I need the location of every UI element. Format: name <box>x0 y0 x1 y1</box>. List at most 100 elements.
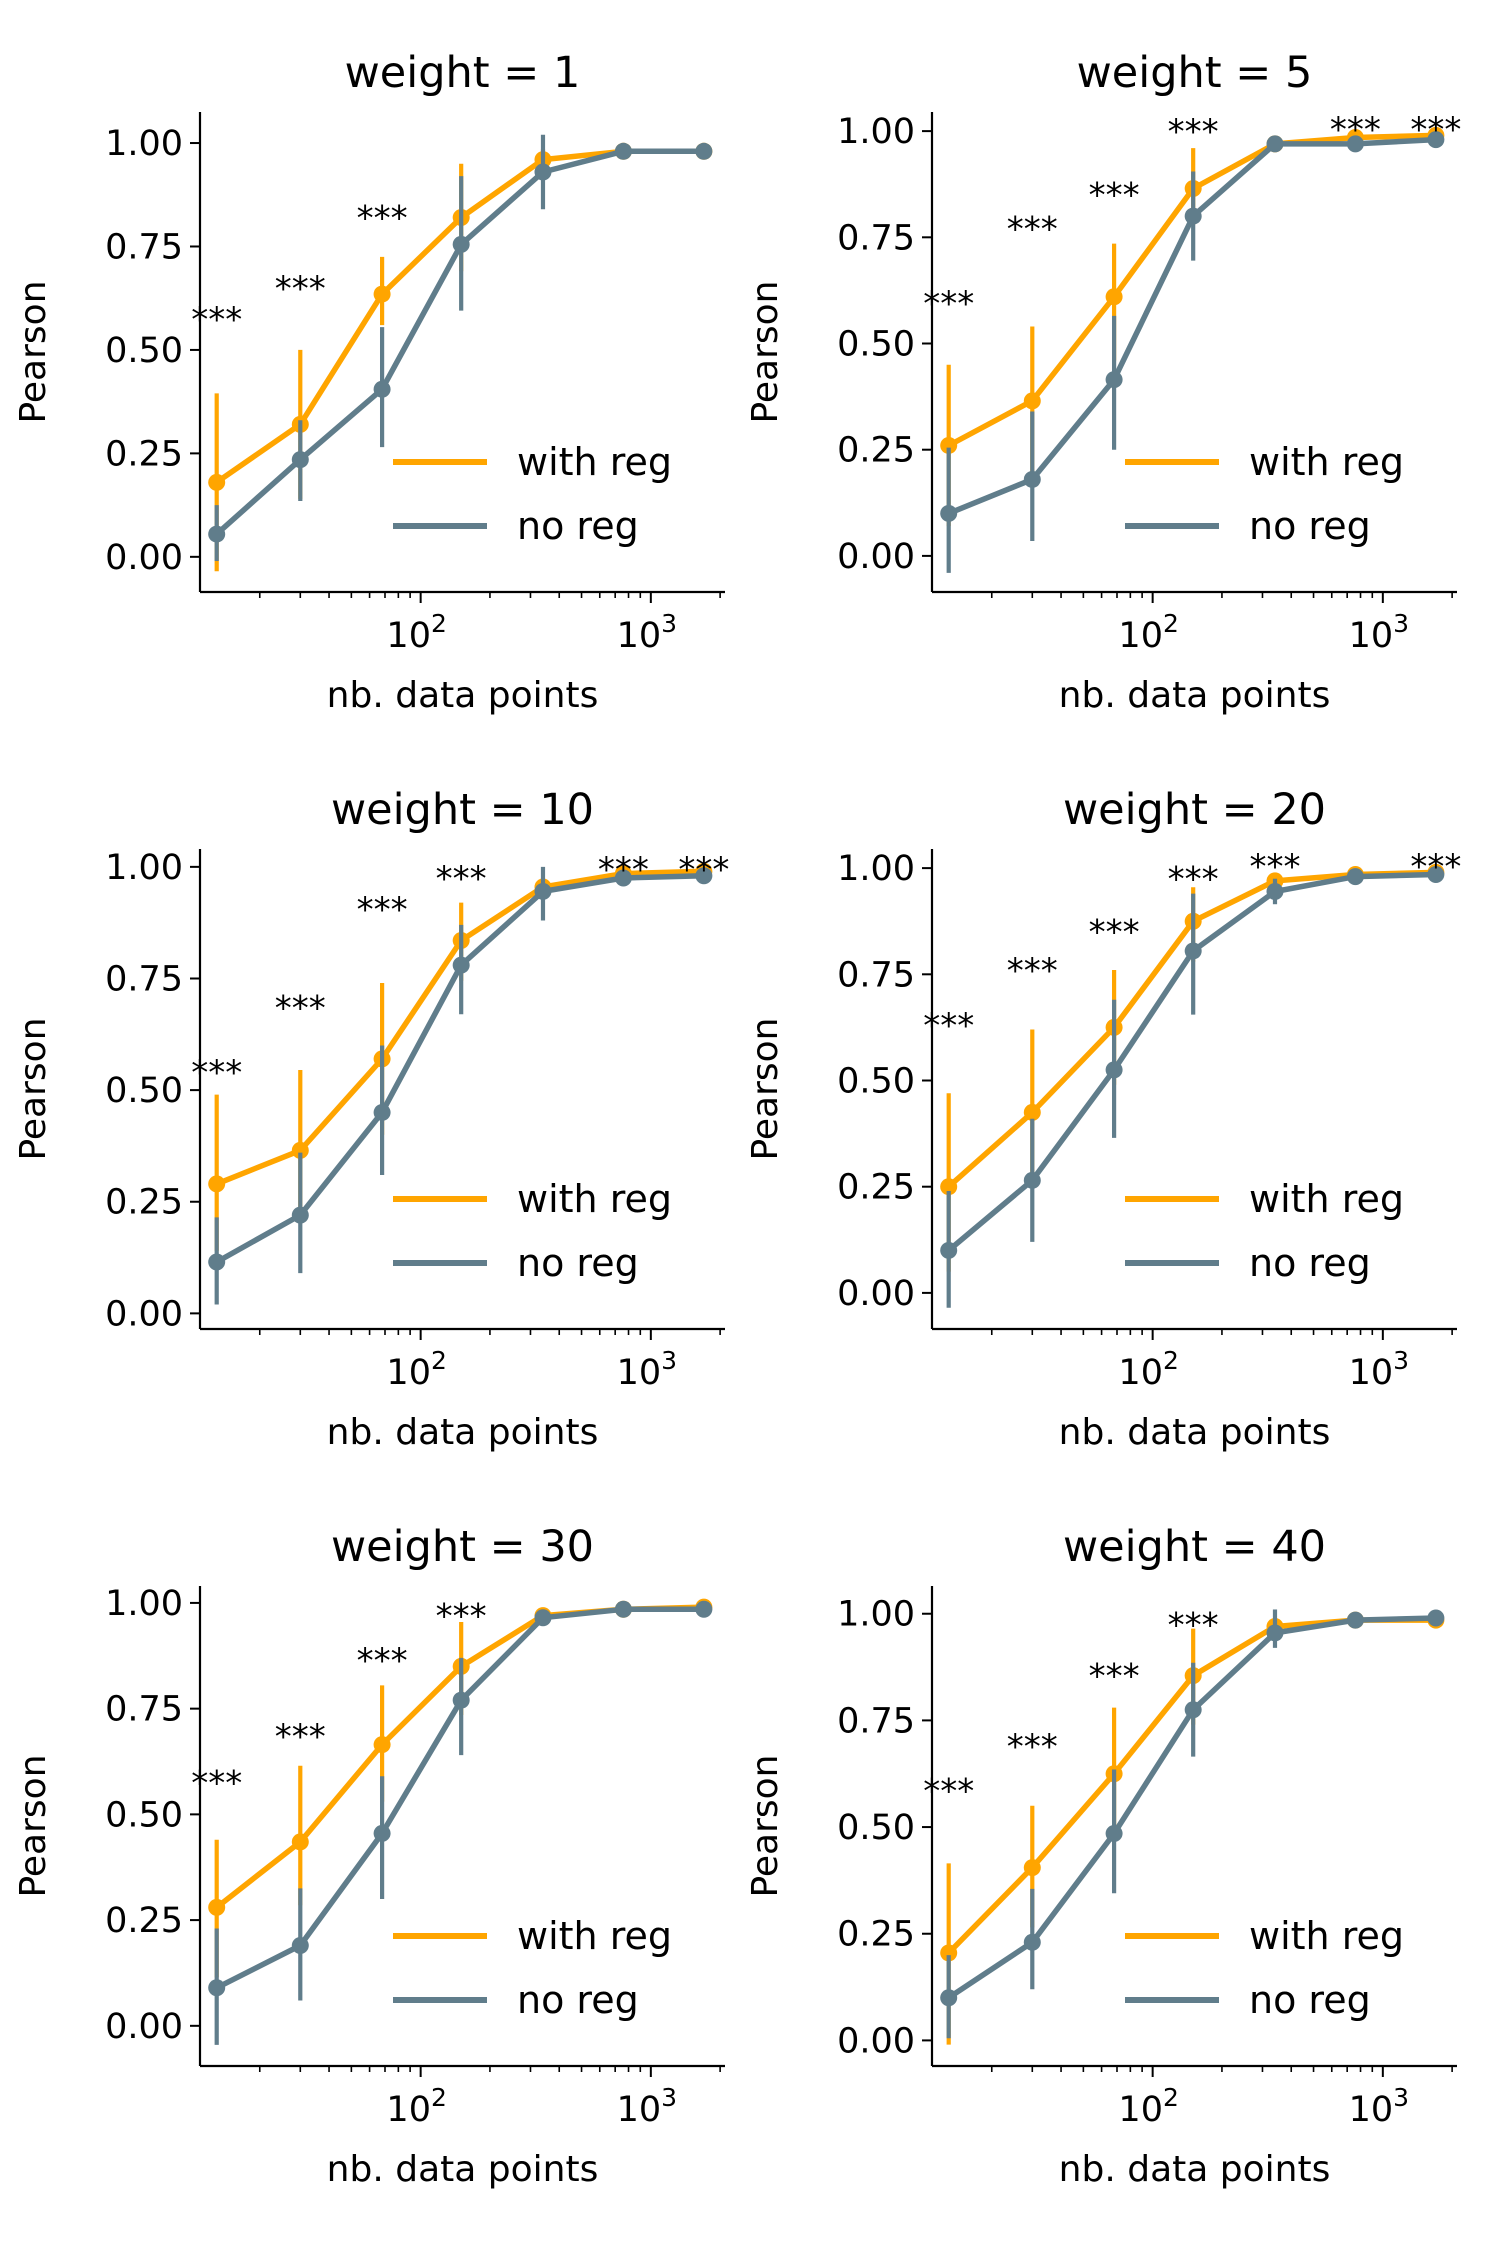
x-tick-exponent: 3 <box>661 609 677 638</box>
data-point <box>452 235 470 253</box>
series-no-reg <box>940 131 1445 573</box>
data-point <box>534 163 552 181</box>
x-tick-exponent: 2 <box>431 2083 447 2112</box>
significance-annotation: *** <box>923 1006 974 1046</box>
subplot-title: weight = 40 <box>1063 1522 1326 1572</box>
x-tick-exponent: 3 <box>1393 1346 1409 1375</box>
data-point <box>1023 1859 1041 1877</box>
significance-annotation: *** <box>1249 847 1300 887</box>
data-point <box>208 1898 226 1916</box>
data-point <box>1427 1609 1445 1627</box>
legend-label: no reg <box>517 1978 639 2022</box>
data-point <box>1184 207 1202 225</box>
y-tick-label: 0.25 <box>837 431 915 471</box>
legend-label: no reg <box>1249 504 1371 548</box>
subplot-title: weight = 1 <box>345 48 581 98</box>
legend: with reg no reg <box>1125 1177 1404 1285</box>
data-point <box>534 1609 552 1627</box>
data-point <box>291 1141 309 1159</box>
y-tick-label: 0.00 <box>105 2007 183 2047</box>
significance-annotation: *** <box>191 1764 242 1804</box>
y-tick-label: 0.25 <box>105 1183 183 1223</box>
x-tick-label: 102 <box>386 1346 446 1393</box>
y-tick-label: 1.00 <box>837 1595 915 1635</box>
y-tick-label: 0.75 <box>837 218 915 258</box>
significance-annotation: *** <box>923 1772 974 1812</box>
x-tick-base: 10 <box>617 616 662 656</box>
data-point <box>614 869 632 887</box>
significance-annotation: *** <box>678 850 729 890</box>
y-tick-label: 0.00 <box>837 537 915 577</box>
legend-label: with reg <box>517 440 672 484</box>
data-point <box>534 882 552 900</box>
y-tick-label: 0.25 <box>105 1901 183 1941</box>
data-point <box>291 1833 309 1851</box>
x-axis-label: nb. data points <box>327 1412 599 1453</box>
y-tick-label: 0.50 <box>837 1062 915 1102</box>
legend: with reg no reg <box>1125 1914 1404 2022</box>
data-point <box>1266 135 1284 153</box>
y-tick-label: 0.25 <box>837 1915 915 1955</box>
data-point <box>940 436 958 454</box>
x-tick-label: 103 <box>617 609 677 656</box>
subplot-title: weight = 5 <box>1077 48 1313 98</box>
significance-annotation: *** <box>1007 210 1058 250</box>
data-point <box>1266 882 1284 900</box>
x-tick-base: 10 <box>386 1353 431 1393</box>
y-tick-label: 0.50 <box>837 325 915 365</box>
significance-annotation: *** <box>1089 176 1140 216</box>
x-tick-base: 10 <box>617 2090 662 2130</box>
y-tick-label: 1.00 <box>837 849 915 889</box>
data-point <box>1105 371 1123 389</box>
data-point <box>1184 1701 1202 1719</box>
x-tick-base: 10 <box>1118 2090 1163 2130</box>
significance-annotation: *** <box>191 300 242 340</box>
legend-label: no reg <box>1249 1241 1371 1285</box>
y-tick-label: 0.25 <box>105 434 183 474</box>
significance-annotation: *** <box>357 1641 408 1681</box>
data-point <box>1184 942 1202 960</box>
significance-annotation: *** <box>1007 951 1058 991</box>
significance-annotation: *** <box>1168 1605 1219 1645</box>
legend-label: with reg <box>1249 1914 1404 1958</box>
subplot-title: weight = 20 <box>1063 785 1326 835</box>
significance-annotation: *** <box>357 198 408 238</box>
y-tick-label: 0.75 <box>837 1701 915 1741</box>
data-point <box>208 473 226 491</box>
y-tick-label: 0.00 <box>105 1294 183 1334</box>
data-point <box>1105 1061 1123 1079</box>
data-point <box>940 504 958 522</box>
significance-annotation: *** <box>436 859 487 899</box>
legend-label: with reg <box>1249 440 1404 484</box>
subplot-title: weight = 10 <box>331 785 594 835</box>
data-point <box>452 956 470 974</box>
data-point <box>452 1691 470 1709</box>
y-tick-label: 0.50 <box>105 331 183 371</box>
data-point <box>695 1600 713 1618</box>
x-tick-base: 10 <box>386 616 431 656</box>
data-point <box>1427 865 1445 883</box>
subplot-title: weight = 30 <box>331 1522 594 1572</box>
x-axis-label: nb. data points <box>327 2149 599 2190</box>
y-axis-label: Pearson <box>745 1017 786 1160</box>
data-point <box>291 451 309 469</box>
data-point <box>1346 1611 1364 1629</box>
data-point <box>614 1600 632 1618</box>
data-point <box>1023 1103 1041 1121</box>
significance-annotation: *** <box>923 284 974 324</box>
x-axis-label: nb. data points <box>327 675 599 716</box>
data-point <box>1023 1171 1041 1189</box>
significance-annotation: *** <box>1410 110 1461 150</box>
y-tick-label: 1.00 <box>105 848 183 888</box>
data-point <box>940 1241 958 1259</box>
y-axis-label: Pearson <box>745 280 786 423</box>
x-tick-exponent: 3 <box>661 1346 677 1375</box>
data-point <box>208 1253 226 1271</box>
legend-label: with reg <box>1249 1177 1404 1221</box>
significance-annotation: *** <box>357 890 408 930</box>
x-axis-label: nb. data points <box>1059 2149 1331 2190</box>
